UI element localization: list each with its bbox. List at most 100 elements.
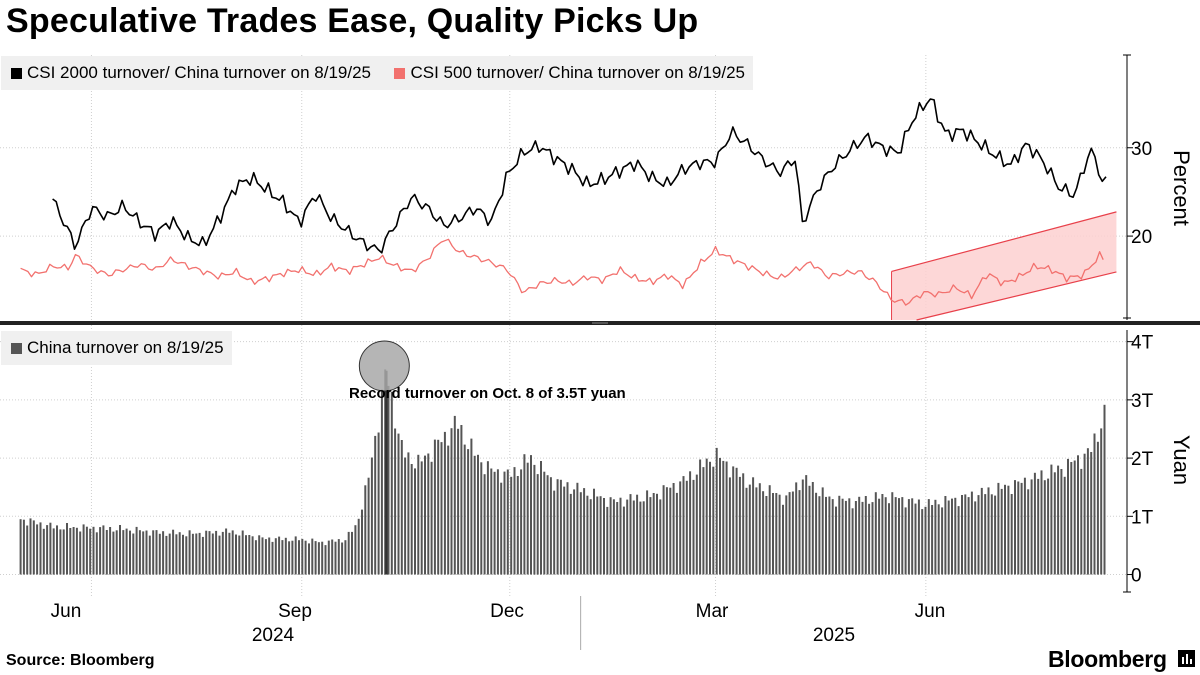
turnover-bar: [533, 464, 536, 575]
turnover-bar: [145, 530, 148, 575]
turnover-bar: [990, 494, 993, 575]
turnover-bar: [665, 487, 668, 575]
turnover-bar: [951, 498, 953, 575]
annotation-group: Record turnover on Oct. 8 of 3.5T yuan: [349, 340, 626, 402]
turnover-bar: [95, 532, 98, 575]
turnover-bar: [709, 461, 711, 575]
turnover-bar: [327, 540, 330, 575]
turnover-bar: [954, 497, 957, 575]
turnover-bar: [692, 479, 695, 575]
turnover-bar: [1080, 468, 1083, 575]
turnover-bar: [278, 536, 281, 575]
turnover-bar: [941, 507, 944, 575]
turnover-bar: [964, 494, 967, 575]
turnover-bar: [361, 509, 363, 575]
turnover-bar: [460, 425, 463, 575]
turnover-bar: [380, 389, 383, 575]
turnover-bar: [974, 501, 977, 575]
turnover-bar: [480, 462, 483, 575]
turnover-bar: [281, 540, 284, 575]
turnover-bar: [374, 435, 377, 575]
turnover-bar: [1017, 481, 1020, 575]
turnover-bar: [82, 524, 85, 575]
month-gridlines: [90, 55, 927, 650]
x-month-label-2: Dec: [490, 601, 524, 622]
turnover-bar: [609, 497, 612, 575]
turnover-bar: [410, 464, 413, 575]
turnover-bar: [907, 499, 910, 575]
turnover-bar: [997, 482, 1000, 575]
turnover-bar: [218, 535, 221, 575]
turnover-bar: [559, 479, 562, 575]
turnover-bar: [238, 535, 241, 575]
turnover-bar: [596, 496, 599, 575]
turnover-bar: [530, 455, 532, 575]
top-axis-title: Percent: [1169, 150, 1194, 226]
turnover-bar: [546, 475, 549, 575]
turnover-bar: [324, 545, 327, 575]
channel-fill: [891, 211, 1117, 320]
channel-lower-line: [916, 271, 1117, 321]
bottom-tick-label-2: 2T: [1131, 449, 1154, 470]
turnover-bar: [59, 529, 62, 575]
turnover-bar: [463, 444, 466, 575]
turnover-bar: [881, 494, 884, 575]
turnover-bar: [1040, 470, 1043, 575]
turnover-bar: [1090, 452, 1093, 575]
turnover-bar: [261, 537, 264, 575]
turnover-bar: [772, 493, 774, 575]
turnover-bar: [1057, 465, 1060, 575]
turnover-bar: [579, 492, 582, 575]
turnover-bar: [563, 486, 566, 575]
turnover-bar: [387, 385, 390, 575]
turnover-bar: [828, 496, 831, 575]
turnover-bar: [500, 482, 503, 575]
turnover-bar: [801, 479, 804, 575]
turnover-bar: [788, 492, 791, 575]
top-tick-label-30: 30: [1131, 139, 1152, 160]
turnover-bar: [569, 493, 572, 575]
turnover-bar: [1047, 478, 1050, 575]
turnover-bar: [105, 530, 108, 575]
turnover-bar: [599, 496, 602, 575]
turnover-bar: [248, 535, 251, 575]
turnover-bar: [152, 530, 155, 575]
turnover-bar: [672, 483, 675, 575]
turnover-bar: [805, 475, 808, 575]
turnover-bar: [175, 534, 178, 575]
legend-label-turnover: China turnover on 8/19/25: [27, 338, 224, 357]
turnover-bar: [205, 530, 208, 575]
turnover-bar: [450, 428, 453, 575]
turnover-bar: [967, 497, 970, 575]
turnover-bar: [778, 494, 781, 575]
turnover-bar: [576, 482, 579, 575]
turnover-bar: [301, 538, 304, 575]
turnover-bar: [407, 452, 410, 575]
turnover-bar: [785, 495, 788, 575]
turnover-bar: [198, 532, 201, 575]
turnover-bar: [994, 495, 997, 575]
turnover-bar: [934, 499, 937, 575]
turnover-bar: [722, 460, 725, 575]
turnover-bar: [1073, 460, 1076, 575]
turnover-bar: [745, 487, 748, 575]
turnover-bar: [702, 467, 705, 575]
record-turnover-bar: [385, 370, 388, 575]
turnover-bar: [858, 496, 861, 575]
turnover-bar: [211, 533, 214, 575]
turnover-bar: [566, 482, 569, 575]
turnover-bar: [354, 525, 357, 575]
turnover-bar: [821, 487, 824, 575]
legend-label-csi2000: CSI 2000 turnover/ China turnover on 8/1…: [27, 63, 371, 82]
turnover-bar: [1070, 462, 1073, 575]
turnover-bar: [347, 531, 350, 575]
turnover-bar: [851, 508, 854, 575]
turnover-bar: [264, 539, 267, 575]
legend-swatch-csi500: [394, 68, 406, 79]
turnover-bar: [433, 439, 436, 575]
turnover-bar: [848, 498, 851, 575]
turnover-bar: [553, 490, 556, 575]
turnover-bar: [1103, 404, 1106, 575]
turnover-bar: [99, 527, 102, 575]
